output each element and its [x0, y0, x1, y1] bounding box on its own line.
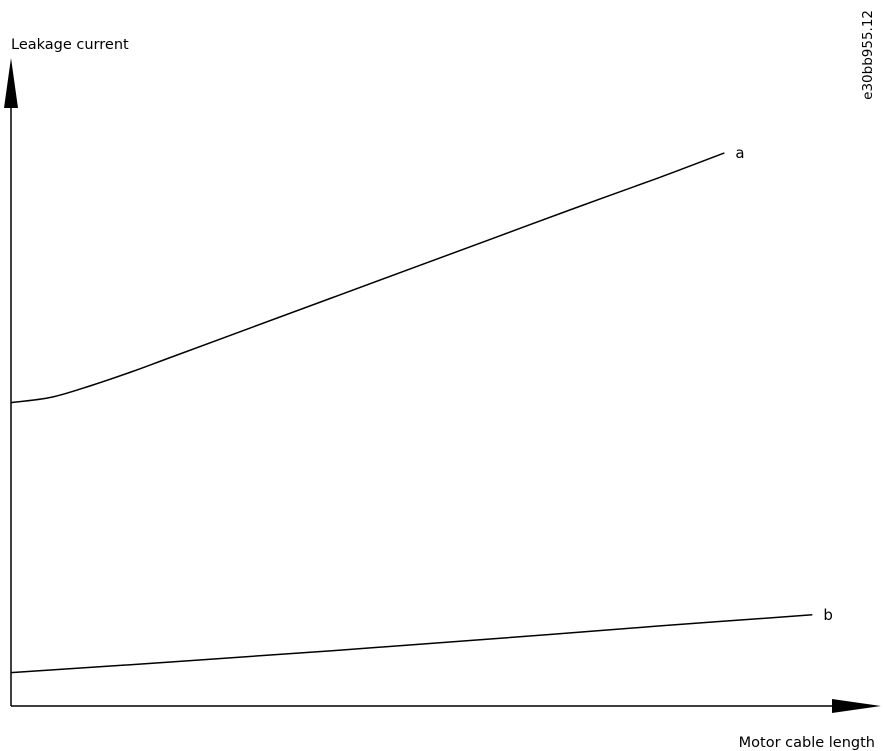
x-axis-label: Motor cable length: [739, 735, 875, 751]
series-layer: ab: [10, 144, 833, 674]
y-axis-arrow: [4, 58, 18, 108]
series-line-b: [10, 614, 813, 674]
series-label-a: a: [735, 144, 744, 162]
y-axis-label: Leakage current: [11, 37, 129, 53]
figure-id: e30bb955.12: [860, 10, 876, 100]
x-axis-arrow: [832, 699, 881, 713]
series-line-a: [10, 152, 725, 404]
series-label-b: b: [823, 606, 833, 624]
